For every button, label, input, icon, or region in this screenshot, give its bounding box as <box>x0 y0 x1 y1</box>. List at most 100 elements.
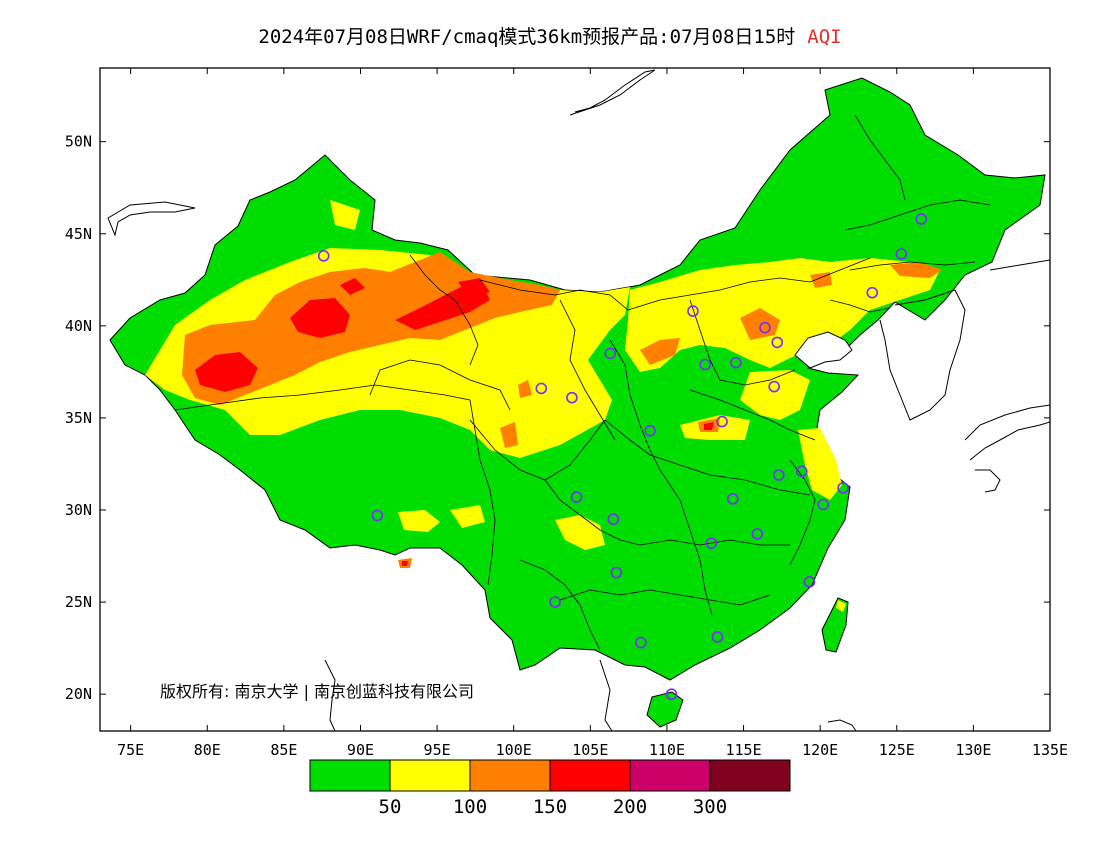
island-taiwan <box>821 597 849 653</box>
coast-korea <box>879 289 966 421</box>
zone-unhealthy-henan <box>704 422 714 430</box>
station-marker <box>711 631 724 643</box>
colorbar-swatch <box>389 759 471 792</box>
station-marker <box>866 286 879 299</box>
zone-sensitive-liaoning <box>890 262 942 278</box>
coast-japan-b <box>969 421 1050 461</box>
colorbar-swatch <box>629 759 711 792</box>
station-marker <box>317 250 330 262</box>
lon-tick-label: 75E <box>117 741 144 759</box>
boundary-liaoning <box>829 299 891 313</box>
lon-tick-label: 105E <box>572 741 608 759</box>
province-boundaries <box>174 114 991 651</box>
station-marker <box>817 498 830 511</box>
coast-balkhash <box>107 201 196 237</box>
lon-tick-label: 125E <box>879 741 915 759</box>
station-marker <box>803 576 816 588</box>
station-marker <box>751 528 764 540</box>
colorbar-label: 150 <box>533 796 567 818</box>
boundary-tibet-sichuan <box>469 399 496 586</box>
boundary-yunnan-guizhou <box>519 559 601 651</box>
station-marker <box>727 493 739 505</box>
station-marker <box>549 596 561 608</box>
lon-tick-label: 120E <box>802 741 838 759</box>
lon-tick-label: 90E <box>347 741 374 759</box>
coast-japan-north <box>989 259 1050 271</box>
boundary-northeast-b <box>849 261 976 271</box>
boundary-hubei-hunan <box>639 539 790 546</box>
zone-moderate-north <box>625 258 940 372</box>
colorbar-swatch <box>709 759 791 792</box>
station-markers <box>317 213 928 700</box>
title-variable-text: AQI <box>807 26 842 48</box>
zone-moderate-coast <box>798 428 842 500</box>
zone-moderate-sichuan <box>555 515 605 550</box>
zone-sensitive-qinghai <box>500 422 518 448</box>
station-marker <box>915 213 928 225</box>
station-marker <box>699 358 712 371</box>
station-marker <box>687 305 699 317</box>
lat-tick-label: 45N <box>65 225 92 243</box>
latitude-axis: 20N 25N 30N 35N 40N 45N 50N <box>65 133 1050 703</box>
boundary-northeast-c <box>854 114 906 201</box>
station-marker <box>795 465 808 478</box>
boundary-central-south <box>604 419 811 496</box>
longitude-axis: 75E 80E 85E 90E 95E 100E 105E 110E 115E 120E 125E 1… <box>117 68 1068 759</box>
colorbar-label: 200 <box>613 796 647 818</box>
lat-tick-label: 25N <box>65 593 92 611</box>
zone-sensitive-hebei <box>810 272 832 288</box>
zone-moderate-tibet-a <box>398 510 440 532</box>
aqi-zones-unhealthy <box>195 278 714 566</box>
zone-moderate-taiwan-tip <box>836 600 846 612</box>
station-marker <box>610 566 623 579</box>
boundary-tibet-qinghai <box>369 359 511 411</box>
zone-moderate-north-tip <box>330 200 360 230</box>
lon-tick-label: 95E <box>424 741 451 759</box>
zone-unhealthy-small-b <box>458 278 490 298</box>
map-content <box>107 69 1050 731</box>
colorbar-legend: 50 100 150 200 300 <box>309 759 791 818</box>
colorbar-swatch <box>469 759 551 792</box>
boundary-gansu-inner-mongolia <box>479 279 629 311</box>
lon-tick-label: 80E <box>194 741 221 759</box>
station-marker <box>771 336 784 349</box>
lon-tick-label: 110E <box>649 741 685 759</box>
boundary-hunan-jiangxi <box>659 469 713 616</box>
bohai-sea <box>794 331 853 369</box>
zone-sensitive-taiyuan <box>640 338 680 365</box>
lon-tick-label: 130E <box>955 741 991 759</box>
map-frame-border <box>99 67 1051 732</box>
zone-unhealthy-small-a <box>340 278 365 295</box>
station-marker <box>895 248 908 260</box>
station-marker <box>566 391 578 404</box>
neighbor-coastlines <box>107 69 1050 731</box>
zone-moderate-tibet-b <box>450 505 485 528</box>
lon-tick-label: 85E <box>270 741 297 759</box>
station-marker <box>535 382 548 395</box>
zone-sensitive-beijing <box>740 308 780 340</box>
colorbar-swatch <box>309 759 391 792</box>
station-marker <box>759 321 771 334</box>
zone-unhealthy-yunnan <box>402 561 408 566</box>
boundary-shaanxi-shanxi <box>609 339 661 471</box>
boundary-northeast-a <box>844 199 991 231</box>
colorbar-swatch <box>549 759 631 792</box>
coast-philippines <box>827 719 857 731</box>
boundary-guangxi-guangdong <box>559 589 771 606</box>
lon-tick-label: 115E <box>725 741 761 759</box>
lat-tick-label: 35N <box>65 409 92 427</box>
station-marker <box>768 380 780 393</box>
station-marker <box>665 688 678 700</box>
station-marker <box>604 347 617 360</box>
coast-indochina <box>599 659 613 731</box>
zone-unhealthy-tarim-west <box>195 352 258 392</box>
lat-tick-label: 20N <box>65 685 92 703</box>
coast-russia-north <box>569 69 656 116</box>
station-marker <box>837 482 849 494</box>
station-marker <box>371 509 384 522</box>
station-marker <box>772 469 785 481</box>
station-marker <box>635 636 647 649</box>
station-marker <box>644 425 656 437</box>
colorbar-label: 300 <box>693 796 727 818</box>
